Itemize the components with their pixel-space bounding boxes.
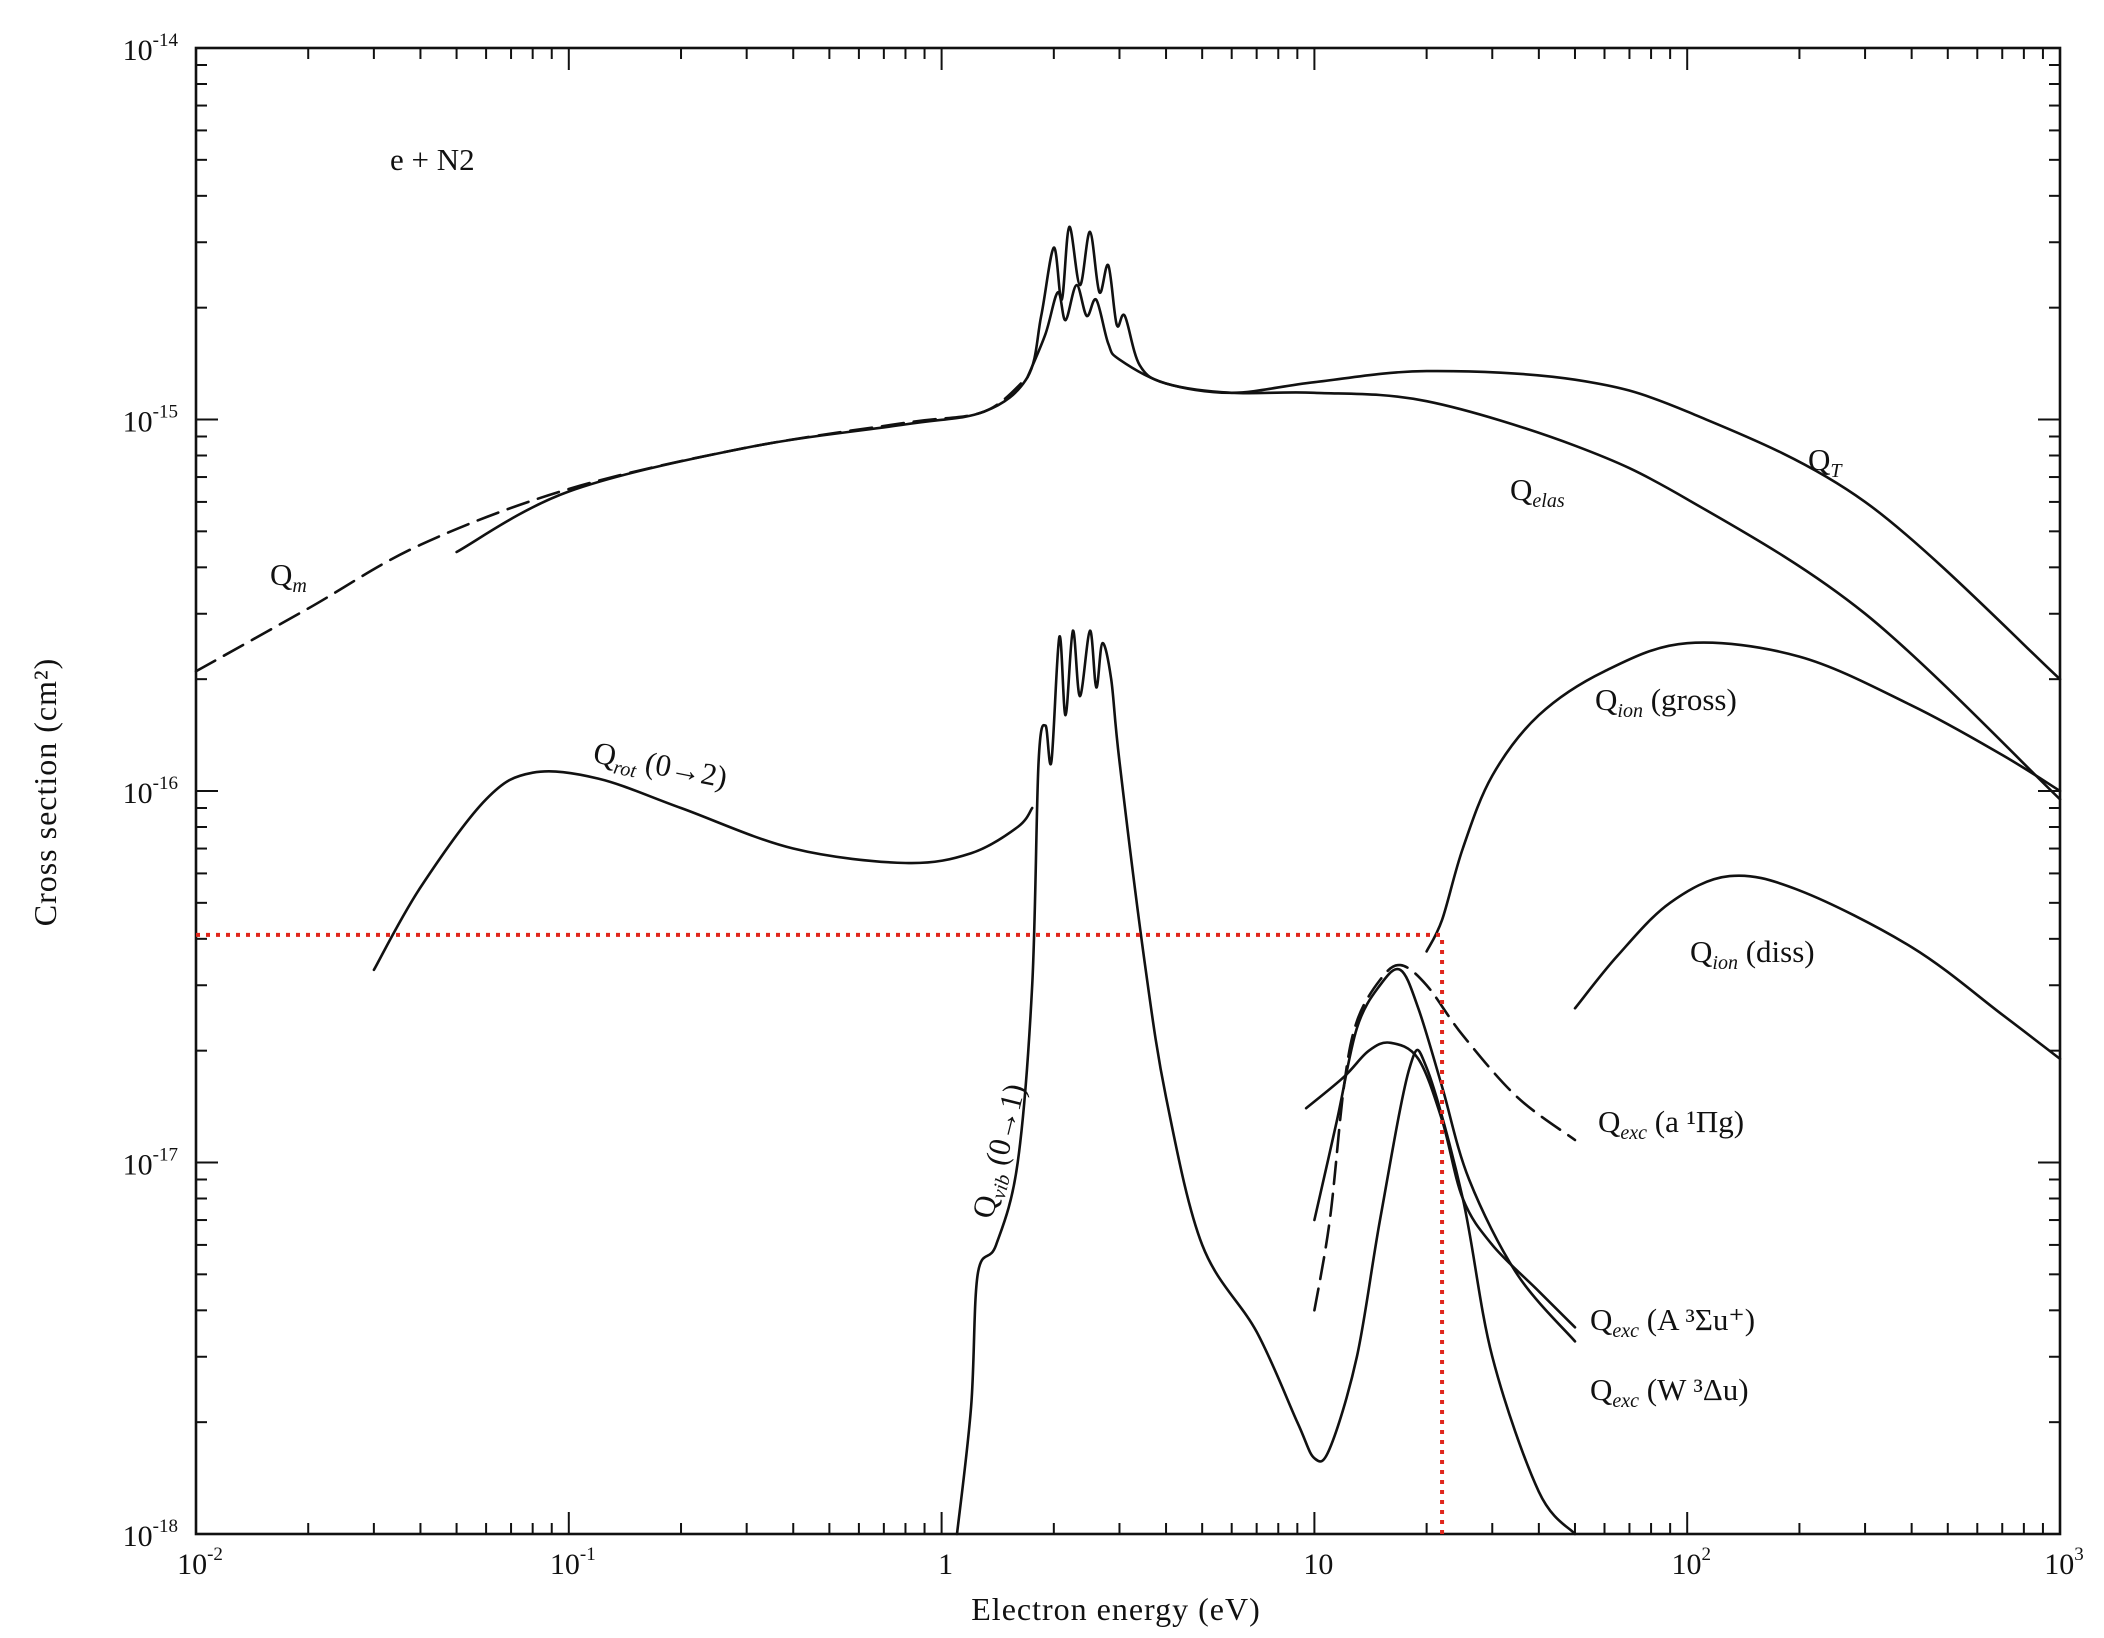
axis-ticks bbox=[195, 48, 2060, 1535]
series-line-0 bbox=[194, 375, 1029, 673]
label-q-m: Qm bbox=[270, 557, 307, 597]
series-line-8 bbox=[1313, 967, 1577, 1343]
x-tick-label: 103 bbox=[2044, 1544, 2084, 1581]
series-line-5 bbox=[1425, 641, 2062, 953]
y-axis-label: Cross section (cm²) bbox=[27, 658, 63, 927]
y-tick-label: 10-15 bbox=[123, 402, 178, 439]
y-tick-label: 10-16 bbox=[123, 773, 178, 810]
label-q-ion-gross: Qion (gross) bbox=[1595, 682, 1737, 722]
series-line-3 bbox=[372, 770, 1034, 972]
label-q-exc-A: Qexc (A ³Σu⁺) bbox=[1590, 1302, 1755, 1342]
series-line-2 bbox=[1026, 283, 2062, 801]
reference-lines bbox=[196, 932, 1445, 1534]
label-q-vib: Qvib (0→1) bbox=[965, 1080, 1037, 1223]
x-tick-label: 10-1 bbox=[550, 1544, 596, 1581]
label-q-ion-diss: Qion (diss) bbox=[1690, 934, 1815, 974]
curves bbox=[194, 225, 2062, 1536]
tick-labels: 10-2 10-1 1 10 102 103 10-14 10-15 10-16 10-17 10-… bbox=[123, 30, 2084, 1581]
label-q-elas: Qelas bbox=[1510, 472, 1565, 512]
label-q-rot: Qrot (0→2) bbox=[590, 735, 731, 800]
system-label: e + N2 bbox=[390, 142, 475, 177]
series-line-9 bbox=[1304, 1041, 1577, 1329]
label-q-exc-W: Qexc (W ³Δu) bbox=[1590, 1372, 1749, 1412]
x-tick-label: 102 bbox=[1671, 1544, 1711, 1581]
series-line-1 bbox=[455, 225, 2062, 681]
plot-frame bbox=[194, 46, 2062, 1536]
series-line-6 bbox=[1573, 874, 2062, 1061]
x-tick-label: 10-2 bbox=[177, 1544, 223, 1581]
y-tick-label: 10-18 bbox=[123, 1516, 178, 1553]
label-q-t: QT bbox=[1808, 442, 1843, 482]
series-line-4 bbox=[955, 629, 1577, 1536]
x-tick-label: 10 bbox=[1303, 1548, 1333, 1581]
series-line-7 bbox=[1313, 963, 1577, 1312]
label-q-exc-a: Qexc (a ¹Πg) bbox=[1598, 1104, 1744, 1144]
y-tick-label: 10-14 bbox=[123, 30, 179, 67]
x-axis-label: Electron energy (eV) bbox=[971, 1591, 1261, 1627]
y-tick-label: 10-17 bbox=[123, 1145, 178, 1182]
curve-annotations: e + N2 Qm QT Qelas Qrot (0→2) Qvib (0→1) Qion … bbox=[270, 142, 1843, 1412]
x-tick-label: 1 bbox=[938, 1548, 953, 1581]
